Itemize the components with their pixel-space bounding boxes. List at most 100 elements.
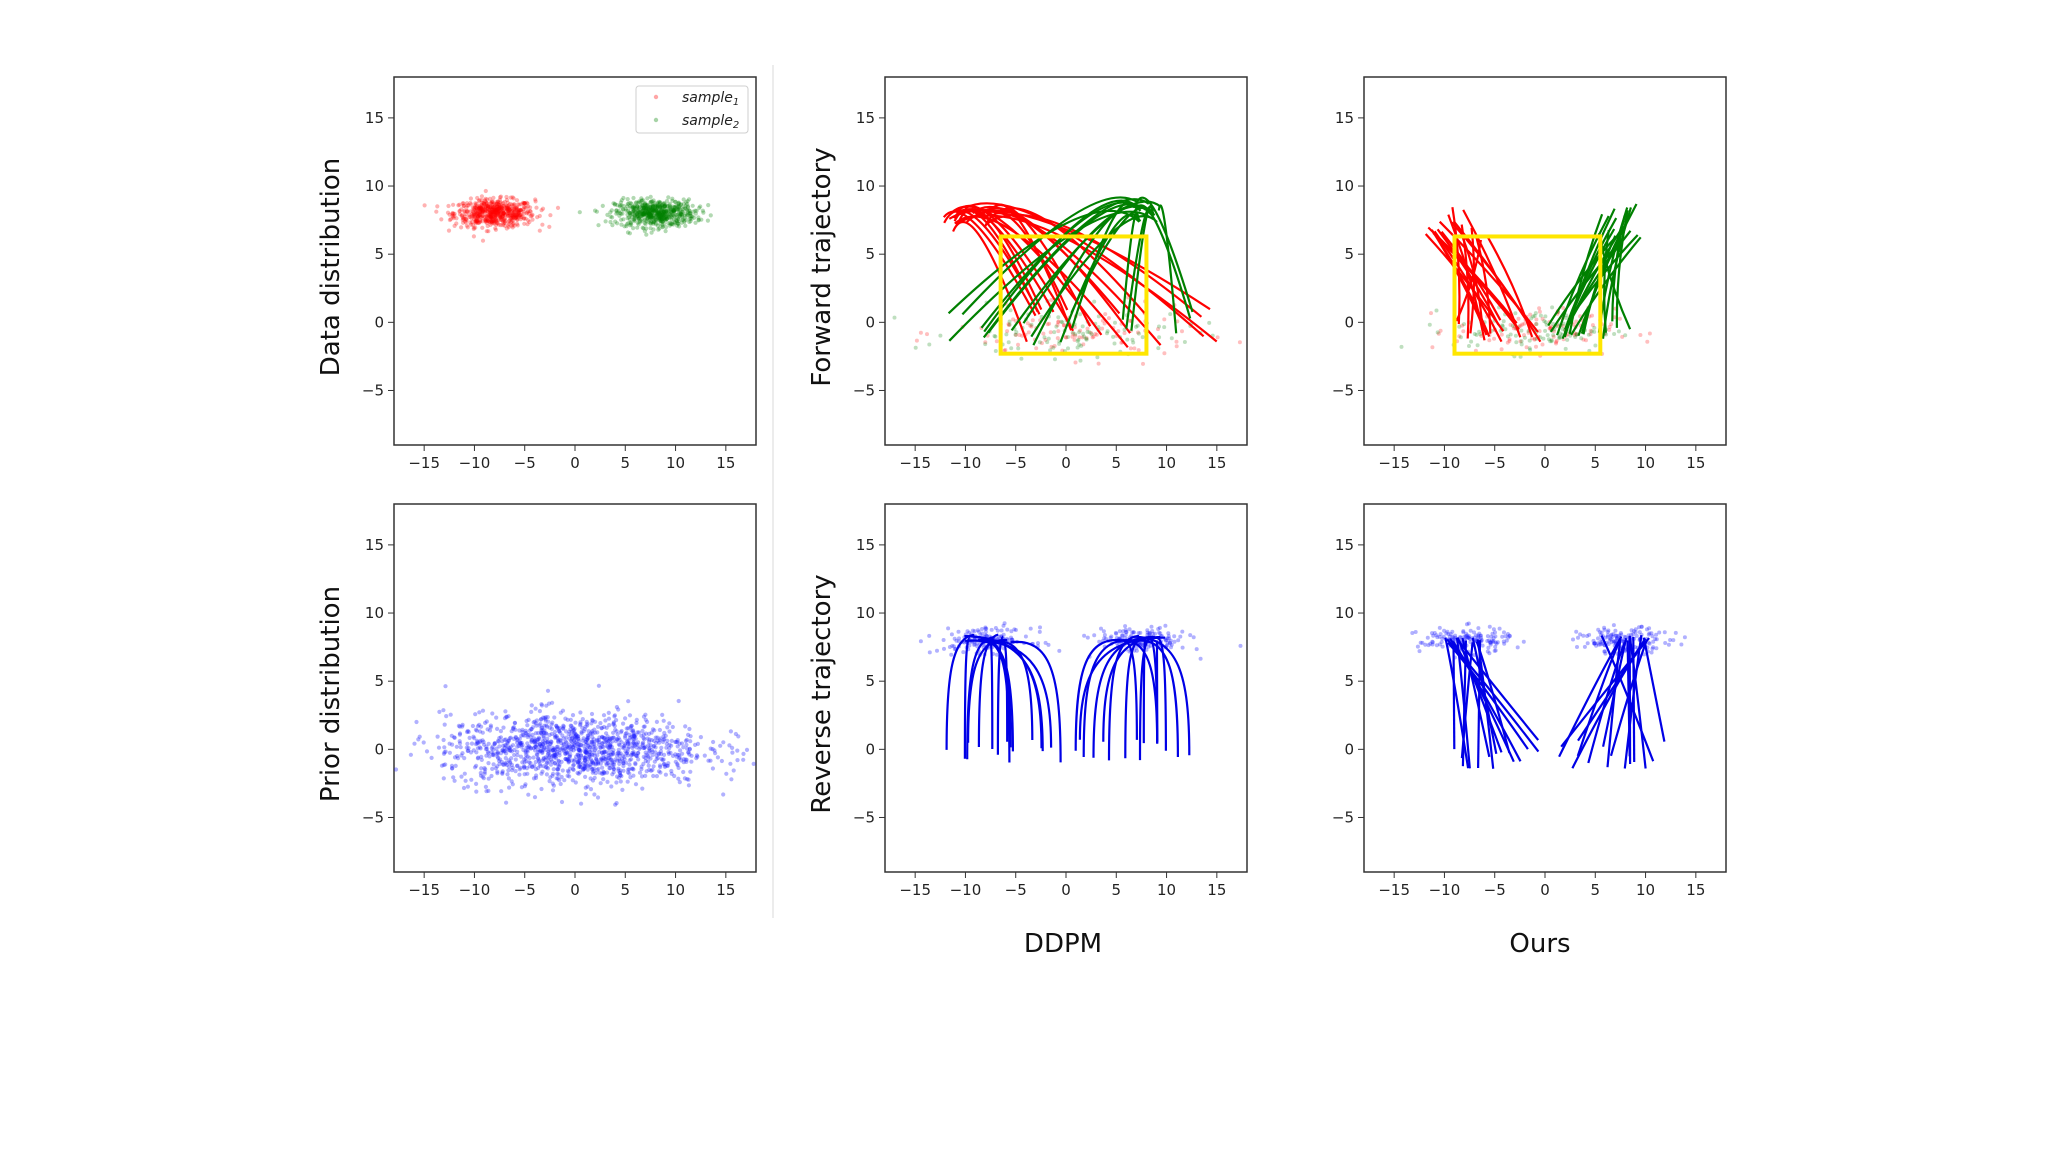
prior-point <box>608 737 613 742</box>
sample1-point <box>492 204 497 209</box>
prior-point <box>533 731 539 736</box>
reverse-endpoint <box>1178 634 1183 639</box>
prior-point <box>547 725 552 730</box>
forward-endpoint-red <box>1049 298 1054 302</box>
sample2-point <box>650 215 655 220</box>
sample2-point <box>644 219 649 224</box>
sample1-point <box>497 204 502 209</box>
sample1-point <box>515 202 521 207</box>
prior-point <box>581 766 586 772</box>
prior-point <box>540 728 545 733</box>
prior-point <box>515 744 520 749</box>
prior-point <box>515 749 520 754</box>
sample2-point <box>662 209 667 214</box>
forward-endpoint-green <box>1589 329 1594 334</box>
reverse-endpoint <box>1180 645 1185 650</box>
sample2-point <box>666 221 671 226</box>
prior-point <box>585 721 590 726</box>
sample2-point <box>643 222 648 227</box>
sample2-point <box>623 206 628 211</box>
sample2-point <box>647 208 653 213</box>
prior-point <box>685 777 690 782</box>
prior-point <box>616 766 621 771</box>
prior-point <box>640 741 645 746</box>
sample1-point <box>529 213 534 218</box>
prior-point <box>571 727 576 732</box>
prior-point <box>538 748 543 753</box>
prior-point <box>654 740 659 746</box>
prior-point <box>537 762 543 767</box>
prior-point <box>441 762 446 768</box>
reverse-endpoint <box>1497 626 1502 631</box>
prior-point <box>551 783 557 788</box>
forward-endpoint-red <box>1045 322 1050 327</box>
reverse-endpoint <box>1410 631 1415 635</box>
prior-point <box>576 756 582 761</box>
prior-point <box>474 750 479 755</box>
prior-point <box>550 773 555 778</box>
sample1-point <box>477 213 482 218</box>
prior-point <box>666 751 672 757</box>
prior-point <box>555 725 560 730</box>
prior-point <box>493 766 498 771</box>
sample2-point <box>653 217 658 222</box>
sample1-point <box>503 212 508 217</box>
prior-point <box>605 740 610 745</box>
prior-point <box>510 782 515 787</box>
sample1-point <box>498 194 503 199</box>
prior-point <box>503 749 508 754</box>
prior-point <box>605 736 610 742</box>
forward-endpoint-green <box>1503 327 1508 332</box>
sample1-point <box>503 223 508 228</box>
prior-point <box>631 744 636 749</box>
prior-point <box>584 750 589 756</box>
prior-point <box>651 744 657 749</box>
prior-point <box>621 721 626 726</box>
sample1-point <box>464 223 469 228</box>
prior-point <box>442 745 447 750</box>
sample2-point <box>680 205 685 210</box>
sample2-point <box>650 207 656 212</box>
prior-point <box>569 724 574 729</box>
prior-point <box>536 756 541 761</box>
sample2-point <box>632 205 637 210</box>
sample2-point <box>649 208 655 213</box>
sample2-point <box>655 202 660 207</box>
prior-point <box>561 747 566 752</box>
sample2-point <box>690 203 695 208</box>
x-tick-label: 10 <box>1157 881 1176 899</box>
sample2-point <box>648 214 653 219</box>
prior-point <box>592 741 597 747</box>
prior-point <box>504 800 509 805</box>
sample2-point <box>654 213 660 218</box>
sample1-point <box>493 212 498 217</box>
prior-point <box>579 801 584 806</box>
prior-point <box>556 772 561 777</box>
sample1-point <box>535 215 540 220</box>
forward-endpoint-green <box>1029 322 1034 327</box>
reverse-endpoint <box>1486 645 1491 650</box>
prior-point <box>708 746 713 751</box>
sample1-point <box>497 214 502 219</box>
forward-endpoint-green <box>1046 336 1051 341</box>
sample1-point <box>478 206 484 211</box>
sample1-point <box>500 219 506 224</box>
sample2-trajectory <box>961 196 1139 316</box>
sample1-point <box>477 205 482 211</box>
sample2-point <box>676 207 681 213</box>
plot-area <box>394 683 756 807</box>
prior-point <box>519 785 525 790</box>
sample1-point <box>524 211 529 216</box>
sample2-point <box>666 212 672 217</box>
sample1-point <box>479 194 484 199</box>
prior-point <box>695 754 700 759</box>
sample2-point <box>653 215 659 220</box>
sample1-point <box>489 213 494 218</box>
sample2-point <box>593 208 598 213</box>
prior-point <box>629 766 635 771</box>
prior-point <box>634 753 639 758</box>
y-tick-label: 5 <box>865 245 875 263</box>
sample1-point <box>499 205 504 210</box>
sample1-point <box>494 207 499 212</box>
prior-point <box>640 743 645 748</box>
